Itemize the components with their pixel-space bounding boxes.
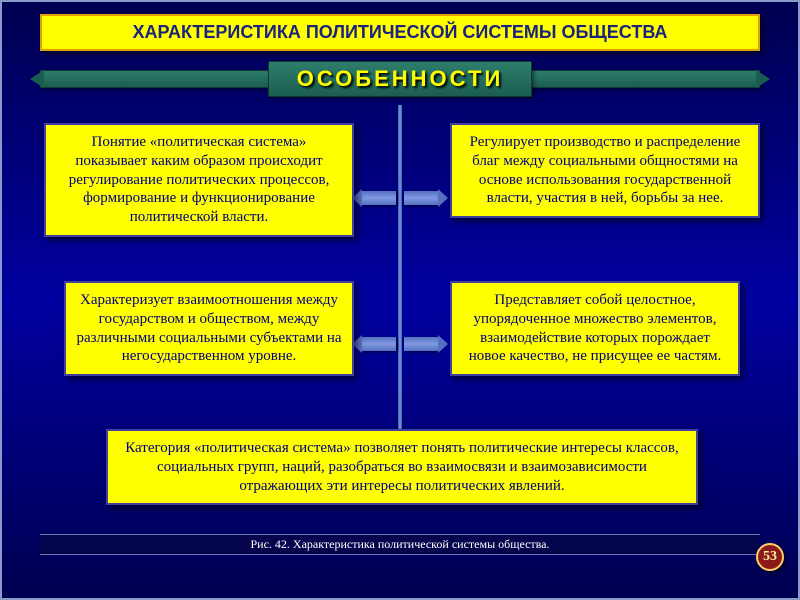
main-title: ХАРАКТЕРИСТИКА ПОЛИТИЧЕСКОЙ СИСТЕМЫ ОБЩЕ… xyxy=(40,14,760,51)
feature-box-4: Представляет собой целостное, упорядочен… xyxy=(450,281,740,376)
connector-right-2 xyxy=(404,337,438,351)
banner-arrow-left xyxy=(30,70,44,88)
spine-arrow xyxy=(398,105,402,485)
connector-left-1 xyxy=(362,191,396,205)
figure-caption: Рис. 42. Характеристика политической сис… xyxy=(40,534,760,555)
feature-box-2: Регулирует производство и распределение … xyxy=(450,123,760,218)
connector-right-1 xyxy=(404,191,438,205)
connector-left-2 xyxy=(362,337,396,351)
page-number-badge: 53 xyxy=(756,543,784,571)
subtitle-text: ОСОБЕННОСТИ xyxy=(268,61,533,97)
feature-box-3: Характеризует взаимоотношения между госу… xyxy=(64,281,354,376)
feature-box-1: Понятие «политическая система» показывае… xyxy=(44,123,354,237)
subtitle-banner: ОСОБЕННОСТИ xyxy=(2,57,798,101)
diagram-area: Понятие «политическая система» показывае… xyxy=(2,101,798,581)
banner-arrow-right xyxy=(756,70,770,88)
feature-box-5: Категория «политическая система» позволя… xyxy=(106,429,698,505)
